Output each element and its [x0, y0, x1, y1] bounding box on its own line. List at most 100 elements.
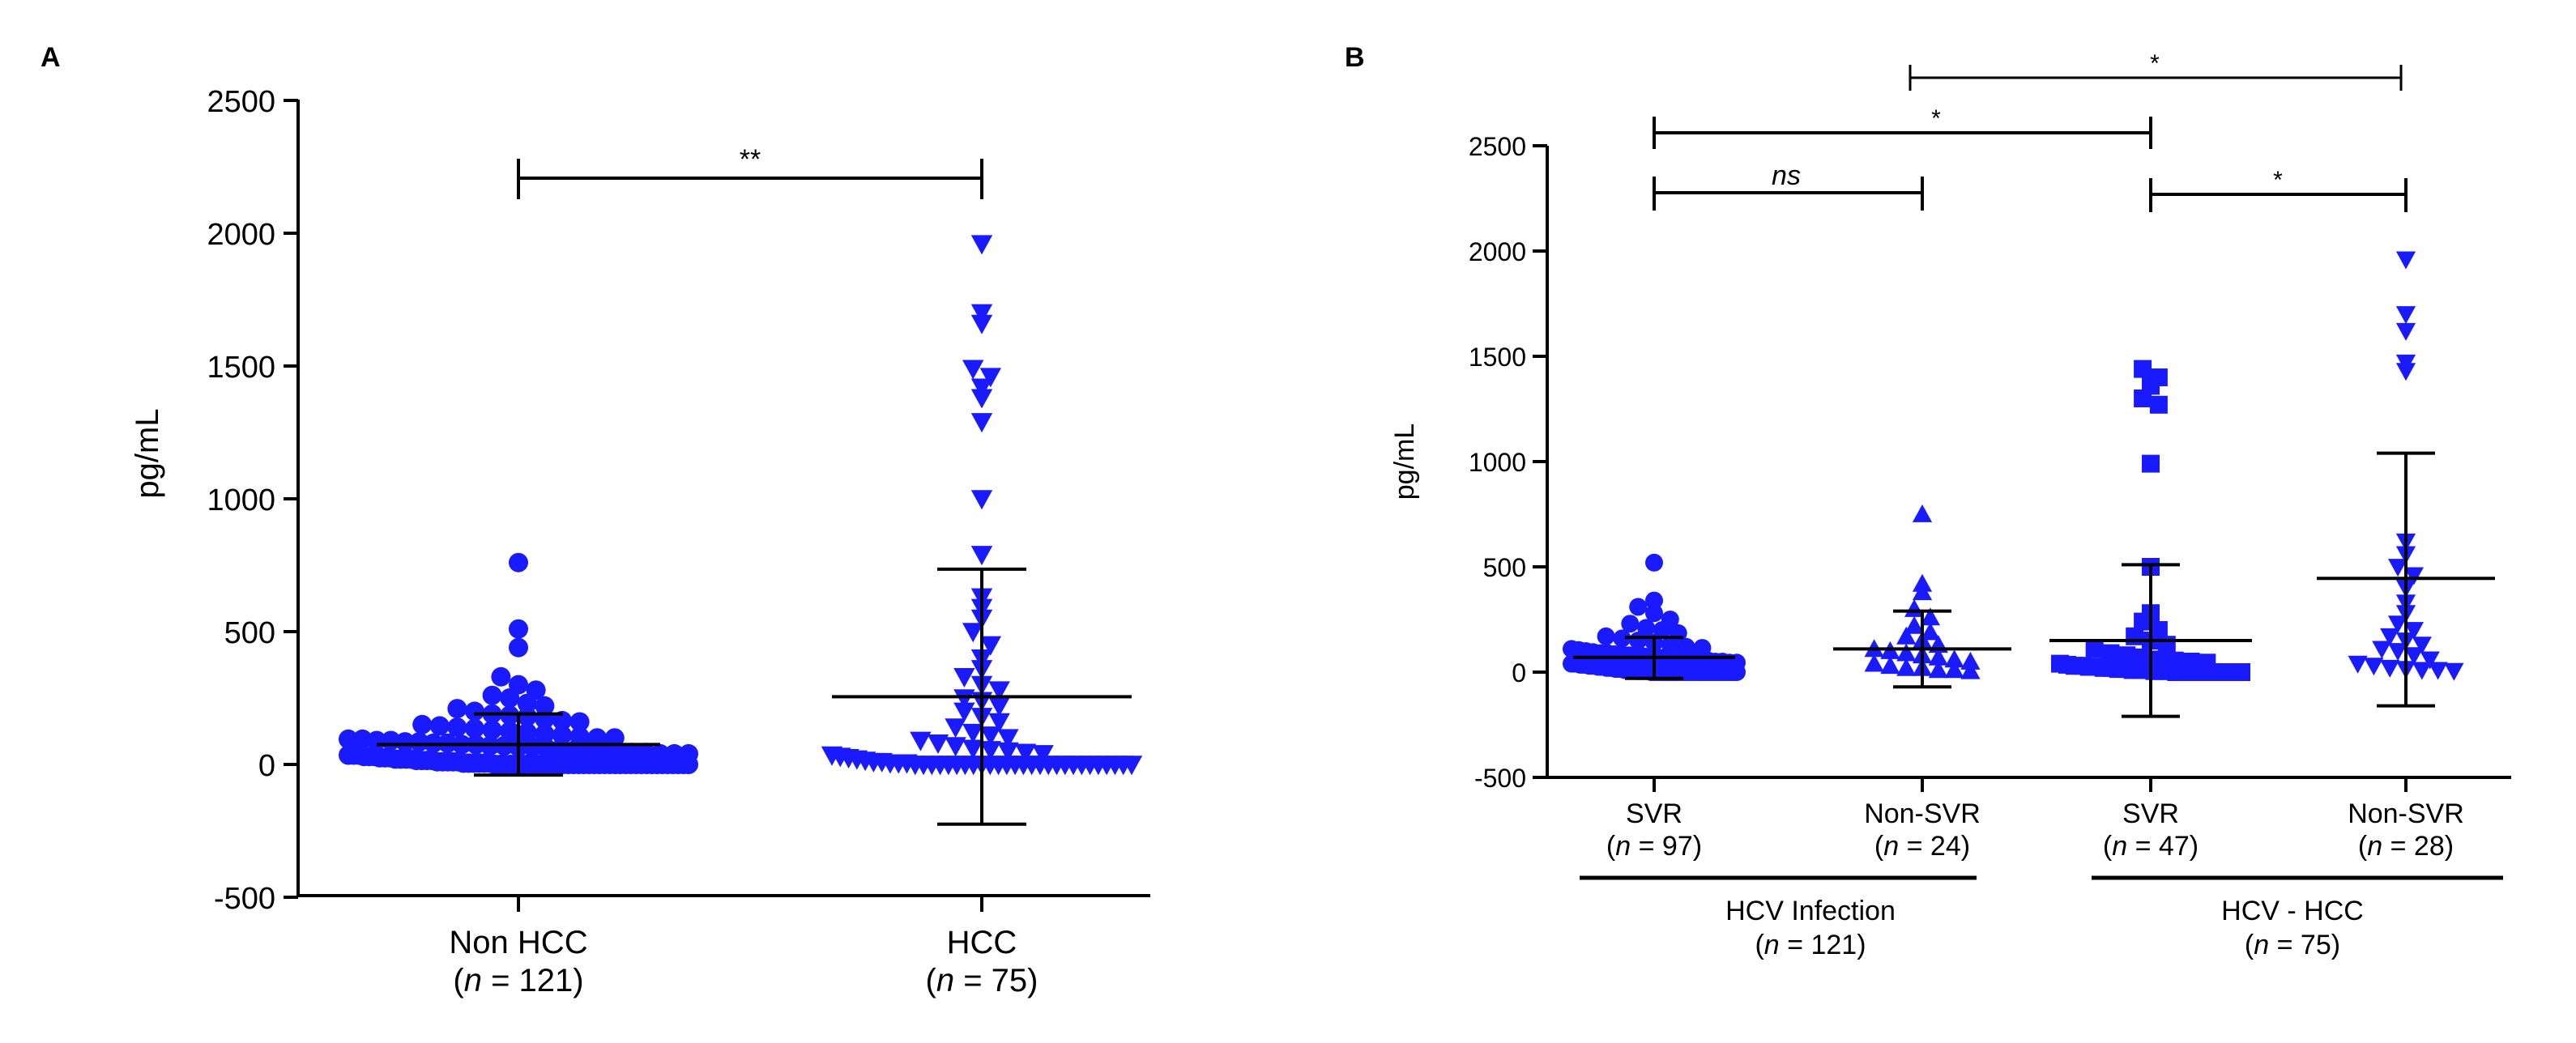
y-tick-label: 500: [224, 616, 275, 650]
x-category-count: (n = 121): [453, 963, 583, 998]
panel-b-significance-brackets: ns * * *: [1653, 50, 2408, 212]
x-category-label: SVR: [2122, 798, 2179, 829]
panel-a: A pg/mL -500 0 500 1000 1500 2000 2500 N…: [41, 42, 1150, 998]
x-category-count: (n = 28): [2358, 831, 2454, 862]
panel-b: B pg/mL -500 0 500 1000 1500 2000 2500 S…: [1345, 42, 2511, 960]
data-point-triangle-up: [1904, 615, 1925, 634]
x-category-label: Non HCC: [449, 925, 587, 960]
data-point-triangle-up: [1960, 651, 1981, 670]
data-point-circle: [482, 720, 502, 740]
data-point-triangle-down: [979, 726, 1001, 747]
data-point-circle: [500, 688, 520, 708]
y-tick-label: 2500: [207, 85, 275, 119]
data-point-triangle-down: [988, 697, 1010, 717]
data-point-square: [2149, 395, 2168, 414]
data-point-circle: [509, 637, 528, 658]
data-point-circle: [1645, 591, 1663, 610]
data-point-circle: [517, 707, 537, 726]
y-tick-label: 2500: [1469, 132, 1526, 161]
y-tick-label: 1000: [207, 483, 275, 517]
data-point-triangle-up: [1944, 660, 1964, 679]
data-point-circle: [552, 710, 572, 730]
category-bracket-count: (n = 121): [1755, 930, 1866, 960]
data-point-triangle-down: [2395, 363, 2416, 381]
data-point-triangle-down: [970, 546, 993, 566]
data-point-triangle-up: [1920, 622, 1940, 641]
data-point-triangle-up: [1880, 656, 1900, 675]
data-point-triangle-down: [2388, 559, 2408, 577]
data-point-triangle-down: [2412, 636, 2432, 655]
data-point-circle: [517, 693, 537, 713]
data-point-triangle-down: [988, 713, 1010, 733]
data-point-triangle-down: [2403, 567, 2424, 585]
data-point-triangle-down: [997, 729, 1019, 749]
data-point-triangle-down: [970, 304, 993, 324]
panel-a-significance-bracket: **: [517, 144, 983, 199]
data-point-square: [2118, 646, 2136, 665]
data-point-circle: [395, 732, 415, 752]
x-category-label: HCC: [947, 925, 1017, 960]
data-point-circle: [429, 716, 450, 736]
x-category-count: (n = 24): [1874, 831, 1970, 862]
data-point-circle: [412, 714, 433, 734]
data-point-triangle-up: [1920, 607, 1940, 626]
data-point-circle: [447, 699, 467, 719]
data-point-square: [2101, 644, 2120, 662]
data-point-circle: [517, 722, 537, 743]
data-point-square: [2233, 663, 2250, 681]
data-point-triangle-up: [1928, 660, 1948, 679]
data-point-square: [2085, 640, 2104, 658]
data-point-triangle-up: [1960, 661, 1981, 679]
y-tick-label: 0: [258, 749, 275, 783]
data-point-triangle-up: [1912, 504, 1933, 522]
data-point-triangle-down: [953, 689, 975, 709]
panel-b-points: [1563, 251, 2464, 681]
data-point-triangle-down: [945, 737, 966, 757]
data-point-triangle-down: [2395, 251, 2416, 270]
x-category-label: Non-SVR: [2348, 798, 2464, 829]
data-point-triangle-down: [979, 368, 1001, 388]
data-point-triangle-down: [2395, 306, 2416, 325]
panel-a-label: A: [41, 42, 61, 73]
data-point-circle: [1621, 615, 1640, 633]
data-point-square: [2126, 627, 2144, 645]
data-point-triangle-down: [2380, 659, 2400, 678]
data-point-triangle-down: [2388, 615, 2408, 634]
y-tick-label: 1500: [1469, 343, 1526, 372]
data-point-triangle-up: [1896, 643, 1917, 662]
data-point-triangle-up: [1944, 649, 1964, 668]
data-point-triangle-down: [970, 378, 993, 398]
data-point-circle: [352, 729, 373, 749]
data-point-triangle-up: [1896, 658, 1917, 676]
data-point-circle: [679, 755, 698, 774]
data-point-triangle-down: [945, 718, 966, 739]
data-point-triangle-down: [2388, 643, 2408, 662]
category-bracket-label: HCV - HCC: [2221, 896, 2364, 926]
data-point-circle: [1728, 663, 1746, 681]
data-point-square: [2134, 612, 2152, 631]
y-tick-label: 2000: [1469, 237, 1526, 266]
data-point-circle: [509, 552, 528, 573]
data-point-circle: [1645, 604, 1663, 623]
data-point-circle: [569, 712, 590, 732]
data-point-circle: [1613, 629, 1631, 648]
data-point-square: [2134, 390, 2152, 407]
data-point-triangle-up: [1896, 626, 1917, 645]
panel-a-ylabel: pg/mL: [130, 408, 165, 498]
data-point-circle: [1637, 619, 1656, 637]
data-point-triangle-down: [962, 723, 984, 743]
data-point-triangle-down: [2395, 322, 2416, 341]
data-point-triangle-up: [1912, 582, 1933, 601]
data-point-circle: [1629, 598, 1648, 616]
data-point-triangle-down: [970, 413, 993, 433]
panel-a-error-bars: [377, 567, 1132, 826]
data-point-triangle-down: [970, 314, 993, 334]
data-point-circle: [447, 717, 467, 738]
data-point-triangle-down: [953, 702, 975, 722]
data-point-triangle-down: [962, 360, 984, 380]
data-point-circle: [465, 718, 484, 739]
significance-label: *: [1931, 105, 1941, 132]
category-bracket-label: HCV Infection: [1725, 896, 1896, 926]
y-tick-label: 500: [1483, 553, 1526, 582]
